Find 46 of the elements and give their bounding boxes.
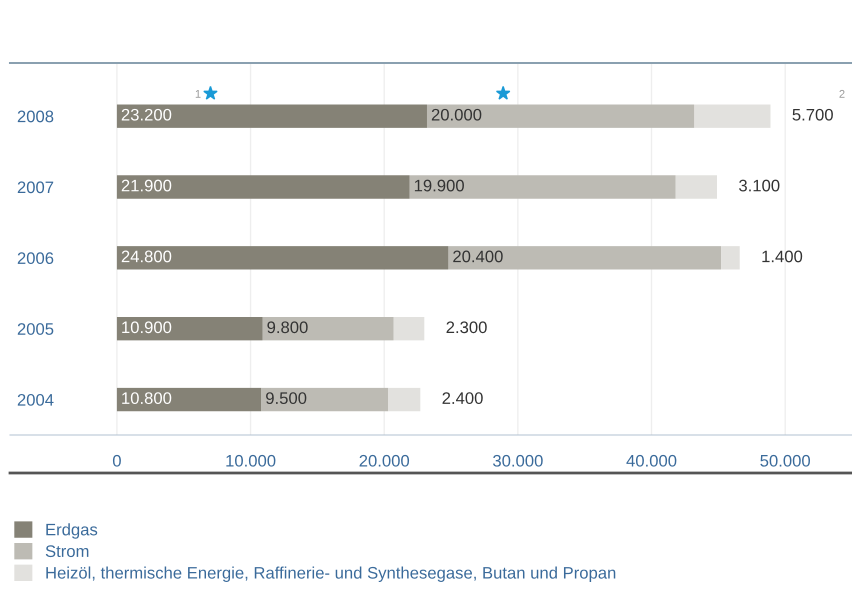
data-label: 5.700 bbox=[792, 108, 833, 121]
bar bbox=[448, 246, 722, 270]
bar bbox=[388, 388, 420, 412]
bar bbox=[116, 388, 262, 412]
data-label: 10.900 bbox=[122, 321, 172, 334]
annotation: 1 bbox=[196, 90, 201, 98]
data-label: 2.300 bbox=[446, 321, 487, 334]
bar bbox=[694, 104, 770, 128]
legend-label: Erdgas bbox=[46, 523, 98, 539]
data-label: 2.400 bbox=[442, 392, 483, 404]
x-tick-label: 40.000 bbox=[626, 454, 676, 467]
bar bbox=[116, 175, 410, 199]
data-label: 3.100 bbox=[739, 180, 780, 192]
bar bbox=[676, 175, 718, 199]
annotation: 2 bbox=[839, 90, 845, 98]
y-tick-label: 2006 bbox=[18, 252, 54, 264]
bar bbox=[394, 317, 424, 340]
data-label: 10.800 bbox=[122, 392, 172, 404]
x-tick-label: 50.000 bbox=[760, 454, 810, 467]
bar bbox=[426, 104, 694, 128]
x-tick-label: 20.000 bbox=[360, 454, 410, 467]
x-tick-label: 30.000 bbox=[493, 454, 543, 467]
y-tick-label: 2005 bbox=[18, 323, 54, 335]
y-tick-label: 2008 bbox=[18, 110, 54, 122]
data-label: 19.900 bbox=[414, 180, 464, 192]
bar bbox=[721, 246, 740, 270]
data-label: 23.200 bbox=[122, 108, 172, 121]
data-label: 20.400 bbox=[453, 250, 503, 262]
bar bbox=[262, 317, 394, 340]
bar bbox=[116, 104, 427, 128]
x-tick-label: 0 bbox=[112, 454, 121, 467]
bar bbox=[116, 317, 263, 340]
y-tick-label: 2004 bbox=[18, 394, 54, 406]
bar bbox=[410, 175, 676, 199]
data-label: 9.500 bbox=[266, 392, 306, 404]
data-label: 24.800 bbox=[122, 250, 172, 262]
legend-label: Strom bbox=[46, 545, 88, 558]
data-label: 1.400 bbox=[762, 250, 802, 262]
bar bbox=[116, 246, 448, 270]
legend-label: Heizöl, thermische Energie, Raffinerie- und Synthesegase, Butan und Propan bbox=[46, 566, 616, 582]
x-tick-label: 10.000 bbox=[226, 454, 276, 467]
bar bbox=[261, 388, 388, 412]
y-tick-label: 2007 bbox=[18, 181, 54, 194]
data-label: 20.000 bbox=[432, 108, 482, 121]
data-label: 21.900 bbox=[122, 180, 172, 192]
data-label: 9.800 bbox=[267, 321, 308, 334]
